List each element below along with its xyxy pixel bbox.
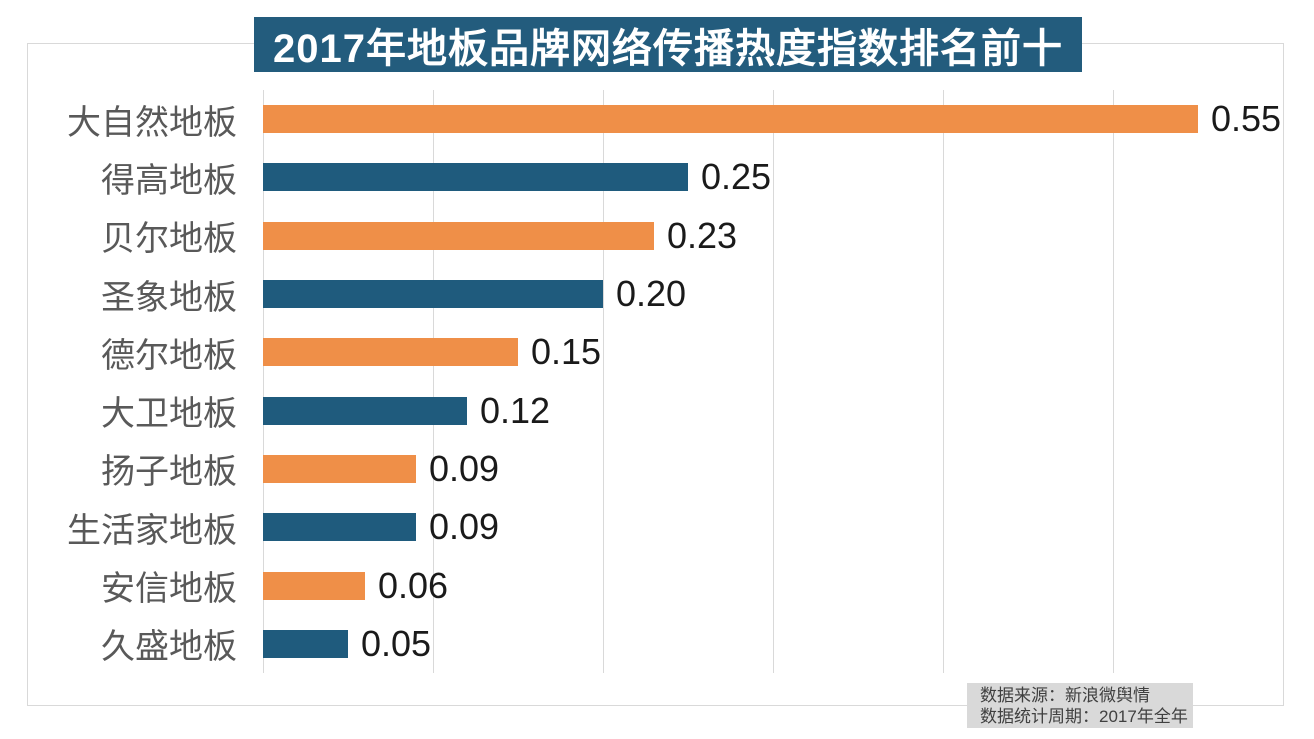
category-label: 贝尔地板: [101, 220, 237, 259]
gridline-x-0.0: [263, 90, 264, 673]
bar-贝尔地板: [263, 221, 654, 250]
bar-value-label: 0.20: [616, 273, 687, 315]
bar-value-label: 0.15: [531, 331, 602, 373]
bar-row: 0.20: [263, 265, 1283, 323]
bar-row: 0.12: [263, 381, 1283, 439]
gridline-x-0.5: [1113, 90, 1114, 673]
category-label: 扬子地板: [101, 453, 237, 492]
gridline-x-0.1: [433, 90, 434, 673]
bar-row: 0.55: [263, 90, 1283, 148]
category-label: 安信地板: [101, 570, 237, 609]
bar-大卫地板: [263, 396, 467, 425]
category-label: 大卫地板: [101, 395, 237, 434]
gridline-x-0.2: [603, 90, 604, 673]
source-note: 数据来源：新浪微舆情 数据统计周期：2017年全年: [967, 683, 1193, 728]
plot-area: 0.55 0.25 0.23 0.20 0.15 0.12 0.09 0.09 0.06 0.05: [263, 90, 1284, 673]
bar-圣象地板: [263, 280, 603, 309]
bar-扬子地板: [263, 454, 416, 483]
bar-row: 0.23: [263, 207, 1283, 265]
bar-安信地板: [263, 571, 365, 600]
bar-value-label: 0.55: [1211, 98, 1282, 140]
category-label: 生活家地板: [67, 511, 237, 550]
bar-value-label: 0.09: [429, 506, 500, 548]
category-label: 德尔地板: [101, 336, 237, 375]
source-note-line2: 数据统计周期：2017年全年: [980, 707, 1188, 726]
bar-row: 0.05: [263, 615, 1283, 673]
category-label: 大自然地板: [67, 103, 237, 142]
bar-德尔地板: [263, 338, 518, 367]
bar-value-label: 0.06: [378, 564, 449, 606]
bar-row: 0.09: [263, 440, 1283, 498]
category-label: 得高地板: [101, 161, 237, 200]
bar-大自然地板: [263, 105, 1198, 134]
gridline-x-0.3: [773, 90, 774, 673]
bar-row: 0.25: [263, 148, 1283, 206]
bar-value-label: 0.23: [667, 214, 738, 256]
bar-series: 0.55 0.25 0.23 0.20 0.15 0.12 0.09 0.09 0.06 0.05: [263, 90, 1283, 673]
gridline-x-0.6: [1283, 90, 1284, 673]
bar-久盛地板: [263, 629, 348, 658]
category-label: 圣象地板: [101, 278, 237, 317]
chart-title: 2017年地板品牌网络传播热度指数排名前十: [254, 17, 1082, 72]
category-label: 久盛地板: [101, 628, 237, 667]
bar-row: 0.09: [263, 498, 1283, 556]
category-axis: 大自然地板得高地板贝尔地板圣象地板德尔地板大卫地板扬子地板生活家地板安信地板久盛…: [0, 90, 263, 673]
gridline-x-0.4: [943, 90, 944, 673]
bar-value-label: 0.05: [361, 622, 432, 664]
bar-row: 0.06: [263, 556, 1283, 614]
source-note-line1: 数据来源：新浪微舆情: [980, 686, 1150, 705]
bar-value-label: 0.25: [701, 156, 772, 198]
bar-生活家地板: [263, 513, 416, 542]
bar-得高地板: [263, 163, 688, 192]
bar-row: 0.15: [263, 323, 1283, 381]
bar-value-label: 0.09: [429, 447, 500, 489]
bar-value-label: 0.12: [480, 389, 551, 431]
